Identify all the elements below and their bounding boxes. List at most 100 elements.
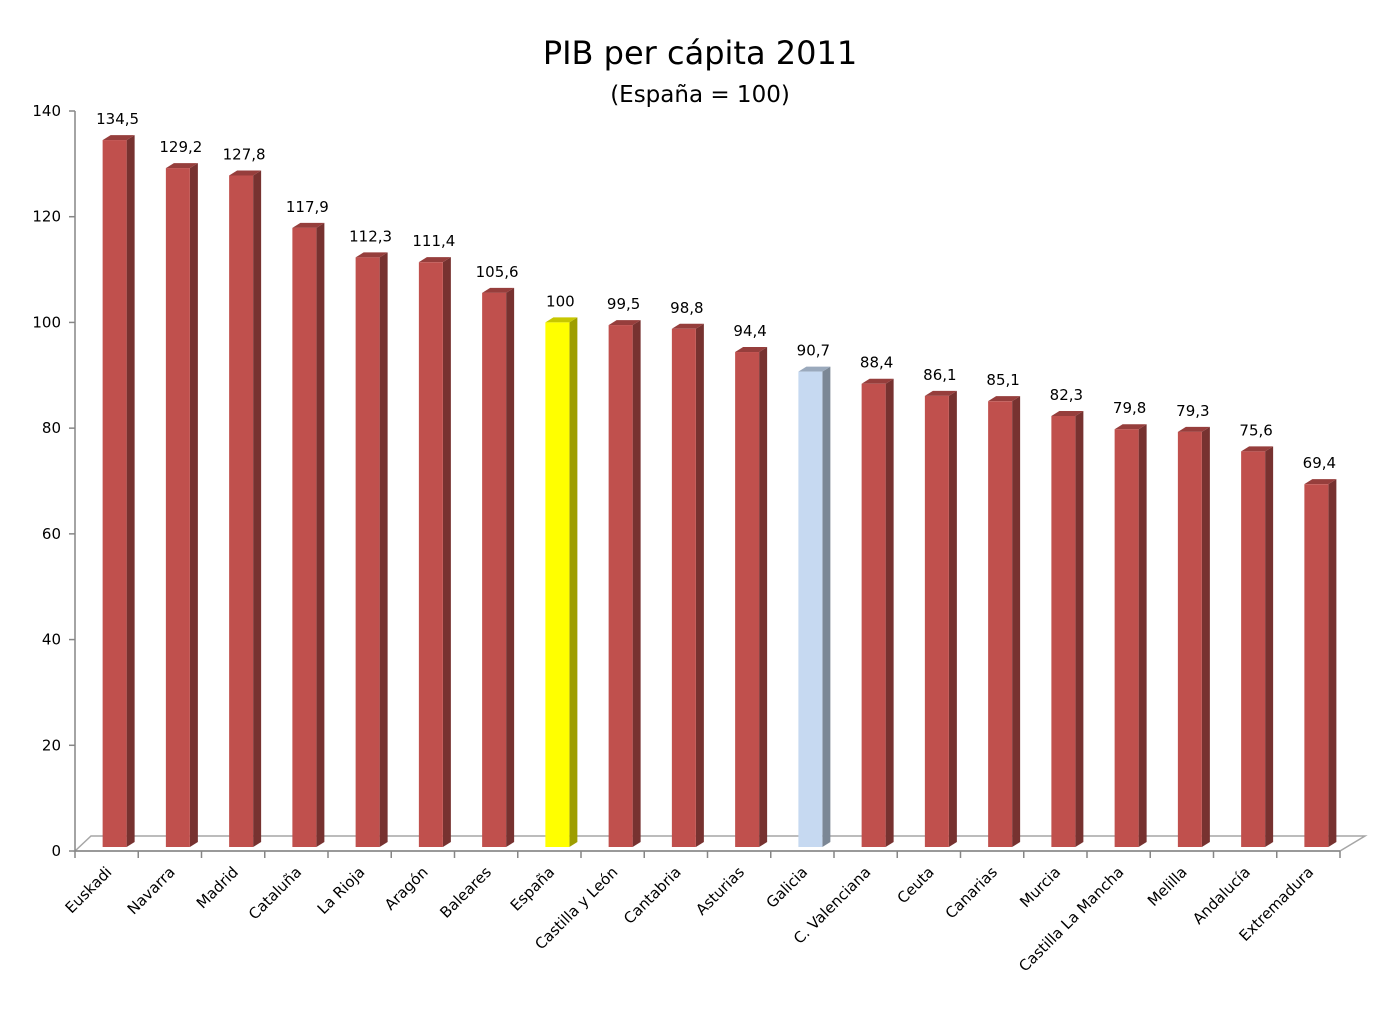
data-label: 88,4 [860, 354, 893, 372]
chart-floor-plane [73, 835, 1368, 852]
bar-front [1177, 431, 1202, 847]
bar-top [292, 222, 325, 228]
y-tick-label: 100 [32, 313, 61, 331]
bar-top [1114, 424, 1147, 430]
bar-top [735, 347, 768, 353]
bar-front [798, 371, 823, 847]
bar [861, 378, 894, 847]
bar-front [229, 175, 254, 847]
data-label: 69,4 [1303, 454, 1336, 472]
data-label: 105,6 [476, 263, 519, 281]
category-label: Cataluña [245, 863, 305, 923]
bar-top [671, 323, 704, 329]
category-label: Euskadi [62, 863, 116, 917]
category-labels: Euskadi Navarra Madrid Cataluña La Rioja Arag… [62, 863, 1318, 975]
data-label: 94,4 [733, 322, 766, 340]
bar-front [671, 328, 696, 847]
bar [924, 390, 957, 847]
bar-side [632, 320, 641, 848]
bar [292, 222, 325, 848]
category-label: Castilla La Mancha [1015, 863, 1127, 975]
bar-top [545, 317, 578, 323]
category-label: Asturias [692, 863, 748, 919]
bar-front [482, 292, 507, 847]
bar-side [316, 222, 325, 848]
bar-front [1241, 451, 1266, 847]
bar-front [608, 325, 633, 848]
bar-front [1114, 429, 1139, 847]
bar [1114, 424, 1147, 847]
bar-top [608, 320, 641, 326]
bar-front [988, 401, 1013, 847]
bar-top [165, 163, 198, 169]
category-label: Baleares [436, 863, 495, 922]
data-label: 79,3 [1176, 402, 1209, 420]
bar [988, 396, 1021, 847]
data-label: 134,5 [96, 110, 139, 128]
bar [545, 317, 578, 847]
category-label: Andalucía [1189, 863, 1254, 928]
bar-side [885, 378, 894, 847]
category-label: La Rioja [314, 863, 369, 918]
y-tick-label: 40 [42, 631, 61, 649]
bar-side [822, 366, 831, 847]
y-tick-label: 60 [42, 525, 61, 543]
bar-front [861, 383, 886, 847]
bar-side [1201, 426, 1210, 847]
bar-top [229, 170, 262, 176]
data-label: 90,7 [797, 342, 830, 360]
bar [798, 366, 831, 847]
y-tick-label: 0 [51, 842, 61, 860]
data-label: 129,2 [159, 138, 202, 156]
data-label: 86,1 [923, 366, 956, 384]
bar-top [418, 257, 451, 263]
bar [165, 163, 198, 848]
data-label: 99,5 [607, 295, 640, 313]
data-label: 112,3 [349, 227, 392, 245]
data-label: 111,4 [412, 232, 455, 250]
bar [1304, 479, 1337, 847]
bar-front [735, 352, 760, 847]
bars [102, 135, 1337, 848]
bar-side [948, 390, 957, 847]
bar [735, 347, 768, 847]
bar [1177, 426, 1210, 847]
data-label: 85,1 [986, 371, 1019, 389]
y-tick-label: 120 [32, 208, 61, 226]
bar [1241, 446, 1274, 847]
bar-side [759, 347, 768, 847]
y-tick-label: 20 [42, 736, 61, 754]
axes: 0 20 40 60 80 100 120 140 [32, 102, 1341, 860]
bar-top [102, 135, 135, 141]
bar-side [379, 252, 388, 847]
category-label: Ceuta [894, 863, 938, 907]
bar-top [1051, 410, 1084, 416]
bar-front [1304, 484, 1329, 847]
bar-top [798, 366, 831, 372]
data-label: 82,3 [1050, 386, 1083, 404]
y-tick-label: 80 [42, 419, 61, 437]
bar [229, 170, 262, 847]
y-tick-label: 140 [32, 102, 61, 120]
chart-title: PIB per cápita 2011 [543, 34, 857, 72]
bar [355, 252, 388, 847]
bar-top [482, 287, 515, 293]
bar-side [569, 317, 578, 847]
data-label: 98,8 [670, 299, 703, 317]
bar-side [189, 163, 198, 848]
bar-front [355, 257, 380, 847]
bar-top [355, 252, 388, 258]
bar-side [506, 287, 515, 847]
bar-front [924, 395, 949, 847]
bar-top [1241, 446, 1274, 452]
bar-side [1265, 446, 1274, 847]
category-label: España [507, 863, 558, 914]
chart-subtitle: (España = 100) [610, 82, 790, 108]
bar-side [695, 323, 704, 847]
bar-front [165, 168, 190, 848]
bar-side [253, 170, 262, 847]
bar-front [292, 227, 317, 848]
bar [1051, 410, 1084, 847]
